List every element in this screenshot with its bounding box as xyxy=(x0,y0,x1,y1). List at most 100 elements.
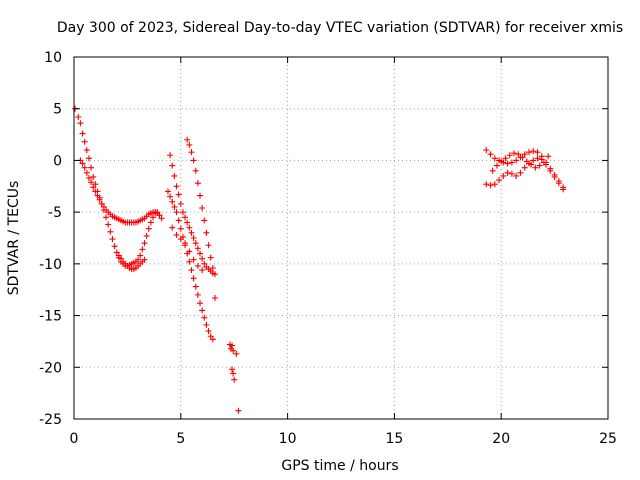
data-point xyxy=(175,217,182,224)
data-point xyxy=(111,243,118,250)
data-point xyxy=(186,224,193,231)
series-i xyxy=(483,147,567,191)
data-point xyxy=(179,209,186,216)
data-point xyxy=(141,256,148,263)
data-point xyxy=(81,138,88,145)
data-point xyxy=(199,205,206,212)
data-point xyxy=(230,370,237,377)
series-f xyxy=(184,136,218,278)
data-point xyxy=(504,160,511,167)
series-k xyxy=(489,150,552,174)
data-point xyxy=(141,240,148,247)
data-point xyxy=(177,225,184,232)
y-tick-label: -15 xyxy=(39,309,62,325)
chart-title: Day 300 of 2023, Sidereal Day-to-day VTE… xyxy=(57,20,623,36)
data-point xyxy=(508,170,515,177)
data-point xyxy=(115,252,122,259)
data-point xyxy=(188,149,195,156)
data-point xyxy=(523,158,530,165)
x-tick-label: 15 xyxy=(385,431,403,447)
data-point xyxy=(77,120,84,127)
data-point xyxy=(551,173,558,180)
series-h xyxy=(226,341,242,414)
data-point xyxy=(145,225,152,232)
data-point xyxy=(169,198,176,205)
data-point xyxy=(504,169,511,176)
data-point xyxy=(525,149,532,156)
x-tick-label: 5 xyxy=(176,431,185,447)
data-point xyxy=(90,184,97,191)
data-point xyxy=(201,217,208,224)
data-point xyxy=(190,256,197,263)
data-point xyxy=(513,172,520,179)
data-point xyxy=(79,130,86,137)
data-point xyxy=(173,183,180,190)
data-point xyxy=(194,262,201,269)
data-point xyxy=(85,175,92,182)
data-point xyxy=(547,167,554,174)
data-point xyxy=(188,229,195,236)
data-point xyxy=(536,162,543,169)
y-tick-label: 5 xyxy=(53,102,62,118)
data-point xyxy=(197,250,204,257)
x-tick-label: 25 xyxy=(599,431,617,447)
data-point xyxy=(201,314,208,321)
data-point xyxy=(534,155,541,162)
data-point xyxy=(532,164,539,171)
data-point xyxy=(192,240,199,247)
data-point xyxy=(79,160,86,167)
data-point xyxy=(105,221,112,228)
data-point xyxy=(186,248,193,255)
grid-lines xyxy=(74,57,608,419)
data-point xyxy=(517,169,524,176)
data-point xyxy=(88,164,95,171)
data-point xyxy=(94,192,101,199)
data-point xyxy=(164,188,171,195)
data-point xyxy=(182,214,189,221)
y-tick-label: 0 xyxy=(53,153,62,169)
series-b xyxy=(77,157,163,226)
data-point xyxy=(83,147,90,154)
data-point xyxy=(103,214,110,221)
data-point xyxy=(555,180,562,187)
data-point xyxy=(506,152,513,159)
data-point xyxy=(521,164,528,171)
data-point xyxy=(197,300,204,307)
data-point xyxy=(184,219,191,226)
data-point xyxy=(139,246,146,253)
data-point xyxy=(201,260,208,267)
data-point xyxy=(169,224,176,231)
data-point xyxy=(88,179,95,186)
data-point xyxy=(190,157,197,164)
data-point xyxy=(211,271,218,278)
data-point xyxy=(487,182,494,189)
data-point xyxy=(167,193,174,200)
data-point xyxy=(534,149,541,156)
data-point xyxy=(498,158,505,165)
data-point xyxy=(207,254,214,261)
data-point xyxy=(511,150,518,157)
data-point xyxy=(137,252,144,259)
data-point xyxy=(528,161,535,168)
data-point xyxy=(491,155,498,162)
data-point xyxy=(199,267,206,274)
data-point xyxy=(211,294,218,301)
data-point xyxy=(540,159,547,166)
series-a xyxy=(72,105,165,269)
data-point xyxy=(519,154,526,161)
x-axis-label: GPS time / hours xyxy=(281,458,398,474)
y-tick-label: -10 xyxy=(39,257,62,273)
data-point xyxy=(521,151,528,158)
series-e xyxy=(167,152,216,277)
data-point xyxy=(233,350,240,357)
data-point xyxy=(143,232,150,239)
plot-frame xyxy=(73,56,609,420)
data-point xyxy=(194,245,201,252)
y-axis-label: SDTVAR / TECUs xyxy=(6,181,22,296)
series-c xyxy=(115,252,148,273)
data-point xyxy=(230,347,237,354)
data-point xyxy=(493,162,500,169)
data-point xyxy=(83,169,90,176)
